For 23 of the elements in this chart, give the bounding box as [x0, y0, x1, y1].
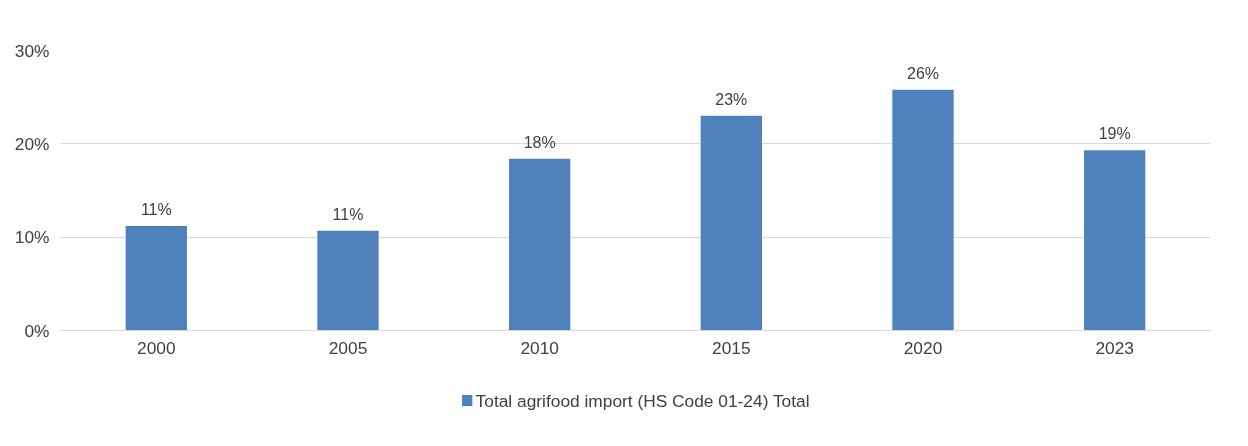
- x-tick-label: 2020: [903, 337, 943, 358]
- data-label: 19%: [1098, 125, 1131, 143]
- bar: [700, 115, 762, 331]
- data-label: 18%: [523, 133, 556, 151]
- y-tick-label: 0%: [24, 320, 50, 341]
- bar: [125, 225, 187, 331]
- data-label: 26%: [906, 64, 940, 82]
- x-tick-label: 2023: [1095, 337, 1134, 358]
- x-tick-label: 2000: [137, 337, 176, 358]
- x-tick-label: 2005: [328, 337, 368, 358]
- bar: [317, 230, 379, 331]
- bar: [509, 158, 571, 331]
- x-tick-label: 2010: [520, 337, 559, 358]
- y-tick-label: 10%: [14, 227, 50, 248]
- data-label: 23%: [715, 90, 748, 108]
- bar: [1084, 150, 1146, 331]
- data-label: 11%: [140, 200, 172, 218]
- y-tick-label: 20%: [14, 133, 50, 154]
- y-tick-label: 30%: [14, 40, 50, 61]
- bar: [892, 89, 954, 331]
- data-label: 11%: [332, 205, 364, 223]
- legend-label: Total agrifood import (HS Code 01-24) Total: [475, 390, 810, 411]
- x-tick-label: 2015: [712, 337, 751, 358]
